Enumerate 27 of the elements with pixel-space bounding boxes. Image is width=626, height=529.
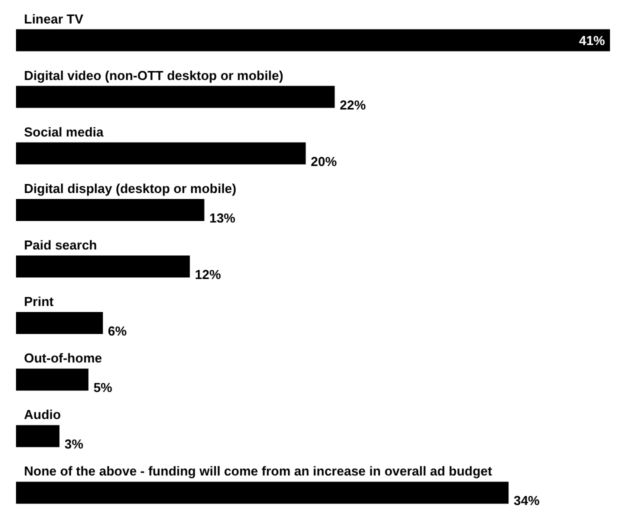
bar — [16, 86, 335, 108]
y-tick-label: Print — [24, 294, 54, 310]
bar — [16, 142, 306, 164]
bar — [16, 312, 103, 334]
data-label: 12% — [194, 267, 222, 282]
data-label: 6% — [108, 324, 128, 339]
y-tick-label: Paid search — [24, 238, 98, 252]
bar — [16, 198, 204, 221]
y-tick-label: Digital display (desktop or mobile) — [24, 180, 236, 196]
data-label: 3% — [64, 436, 84, 452]
data-label: 34% — [514, 493, 540, 508]
data-label: 13% — [209, 210, 236, 226]
data-label: 41% — [578, 32, 606, 48]
bar — [16, 368, 88, 391]
data-label: 22% — [340, 97, 366, 112]
data-label: 5% — [93, 380, 113, 396]
y-tick-label: Out-of-home — [24, 350, 102, 366]
y-tick-label: None of the above - funding will come from an increase in overall ad budget — [24, 464, 493, 479]
y-tick-label: Social media — [24, 124, 104, 140]
bar — [16, 256, 190, 278]
data-label: 20% — [310, 154, 338, 169]
bar — [16, 29, 610, 52]
bar — [16, 482, 509, 504]
y-tick-label: Audio — [24, 407, 61, 422]
y-tick-label: Linear TV — [24, 11, 84, 26]
y-tick-label: Digital video (non-OTT desktop or mobile) — [24, 68, 284, 83]
bar — [16, 425, 60, 448]
